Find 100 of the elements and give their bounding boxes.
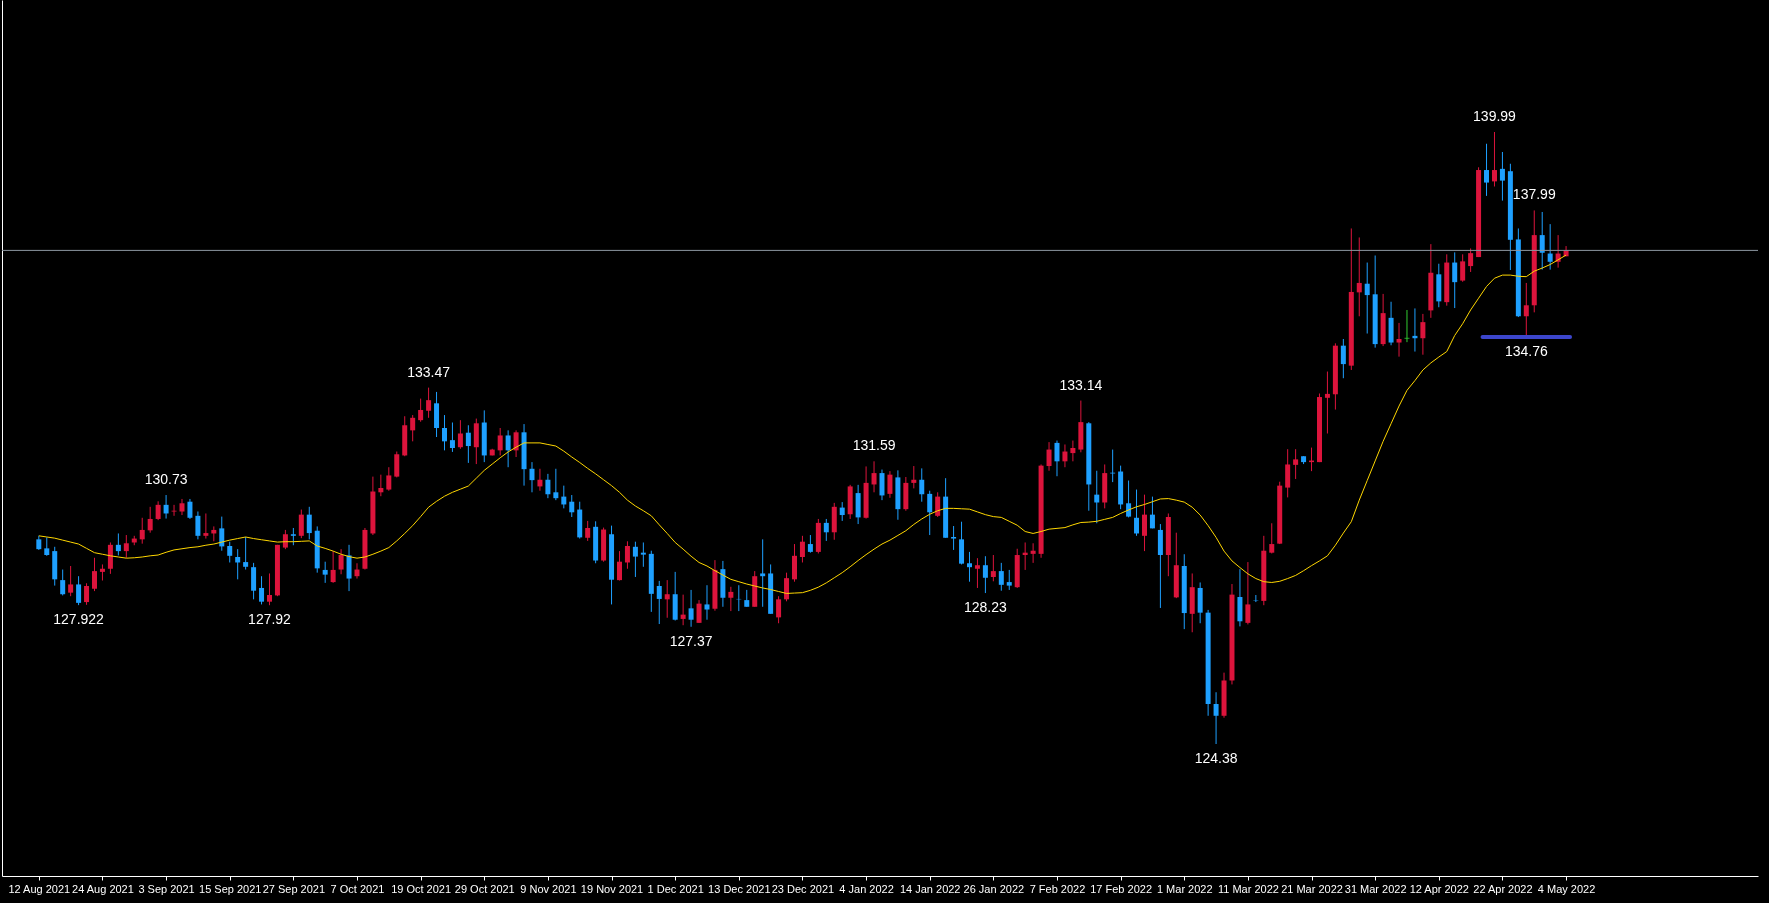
candlestick: [624, 540, 630, 570]
x-tick-label: 11 Mar 2022: [1217, 882, 1279, 895]
candlestick: [1213, 691, 1219, 745]
candlestick: [982, 555, 988, 594]
candlestick: [346, 544, 352, 592]
candlestick: [235, 548, 241, 580]
candlestick: [426, 387, 432, 419]
x-tick-label: 9 Nov 2021: [520, 882, 577, 895]
candlestick: [354, 562, 360, 580]
candlestick: [1452, 251, 1458, 309]
x-tick-label: 15 Sep 2021: [199, 882, 262, 895]
candlestick: [115, 532, 121, 556]
candlestick: [259, 575, 265, 605]
candlestick: [1491, 131, 1497, 187]
candlestick: [68, 565, 74, 597]
x-tick-label: 7 Oct 2021: [330, 882, 385, 895]
x-tick-label: 27 Sep 2021: [262, 882, 326, 895]
candlestick: [696, 599, 702, 624]
candlestick: [680, 594, 686, 626]
candlestick: [791, 543, 797, 583]
candlestick: [1030, 542, 1036, 564]
candlestick: [1460, 253, 1466, 283]
candlestick: [441, 414, 447, 451]
candlestick: [927, 490, 933, 536]
candlestick: [155, 500, 161, 521]
candlestick: [505, 429, 511, 468]
x-tick-label: 29 Oct 2021: [454, 882, 515, 895]
x-tick-label: 4 Jan 2022: [839, 882, 894, 895]
candlestick: [513, 429, 519, 458]
candlestick: [1062, 443, 1068, 468]
candlestick: [966, 551, 972, 583]
candlestick: [1134, 489, 1140, 537]
candlestick: [147, 506, 153, 534]
candlestick: [1340, 338, 1346, 379]
candlestick: [1141, 494, 1147, 552]
candlestick: [1324, 371, 1330, 434]
candlestick: [187, 498, 193, 520]
annotation: 130.73: [144, 471, 188, 488]
candlestick: [887, 470, 893, 499]
candlestick: [1547, 223, 1553, 271]
candlestick: [569, 494, 575, 518]
candlestick: [1420, 313, 1426, 356]
candlestick: [823, 518, 829, 542]
candlestick: [418, 398, 424, 423]
candlestick: [911, 465, 917, 489]
candlestick: [76, 575, 82, 606]
candlestick: [1046, 441, 1052, 472]
candlestick: [306, 506, 312, 540]
candlestick: [378, 474, 384, 497]
candlestick: [545, 473, 551, 499]
candlestick: [92, 557, 97, 592]
x-tick-label: 31 Mar 2022: [1344, 882, 1407, 895]
x-tick-label: 3 Sep 2021: [138, 882, 195, 895]
candlestick: [60, 569, 66, 596]
candlestick: [688, 589, 694, 628]
candlestick: [449, 422, 455, 453]
candlestick: [195, 511, 201, 540]
candlestick: [1364, 262, 1370, 335]
candlestick: [465, 424, 471, 464]
candlestick: [974, 557, 980, 589]
candlestick: [282, 529, 288, 550]
annotation: 133.14: [1059, 376, 1103, 393]
x-tick-label: 22 Apr 2022: [1473, 882, 1533, 895]
annotation: 133.47: [407, 363, 451, 380]
candlestick: [537, 468, 543, 492]
x-tick-label: 1 Dec 2021: [647, 882, 704, 895]
candlestick: [839, 501, 845, 522]
candlestick: [386, 466, 392, 492]
annotation: 131.59: [852, 437, 896, 454]
candlestick: [298, 509, 304, 539]
candlestick: [338, 548, 344, 575]
candlestick: [990, 554, 996, 582]
candlestick: [107, 541, 113, 575]
candlestick: [784, 572, 790, 602]
candlestick: [1149, 496, 1155, 529]
candlestick: [243, 536, 249, 571]
candlestick: [1006, 569, 1012, 591]
candlestick: [123, 534, 129, 559]
candlestick: [251, 562, 257, 600]
annotation: 137.99: [1512, 186, 1556, 203]
x-tick-label: 21 Mar 2022: [1281, 882, 1343, 895]
candlestick: [473, 418, 479, 465]
candlestick: [1396, 322, 1402, 358]
annotation: 139.99: [1473, 108, 1517, 124]
candlestick: [1126, 480, 1132, 518]
candlestick: [728, 586, 734, 612]
candlestick: [1523, 282, 1529, 338]
candlestick: [330, 550, 336, 584]
x-tick-label: 4 May 2022: [1537, 882, 1596, 895]
candlestick: [163, 494, 169, 520]
candlestick: [1356, 236, 1362, 317]
candlestick: [139, 517, 145, 545]
candlestick: [951, 525, 957, 551]
x-tick-label: 14 Jan 2022: [899, 882, 961, 895]
candlestick: [704, 584, 710, 621]
candlestick: [1269, 522, 1275, 554]
candlestick: [1468, 247, 1474, 273]
candlestick: [203, 512, 209, 540]
candlestick: [1245, 561, 1251, 625]
candlestick: [632, 541, 638, 578]
